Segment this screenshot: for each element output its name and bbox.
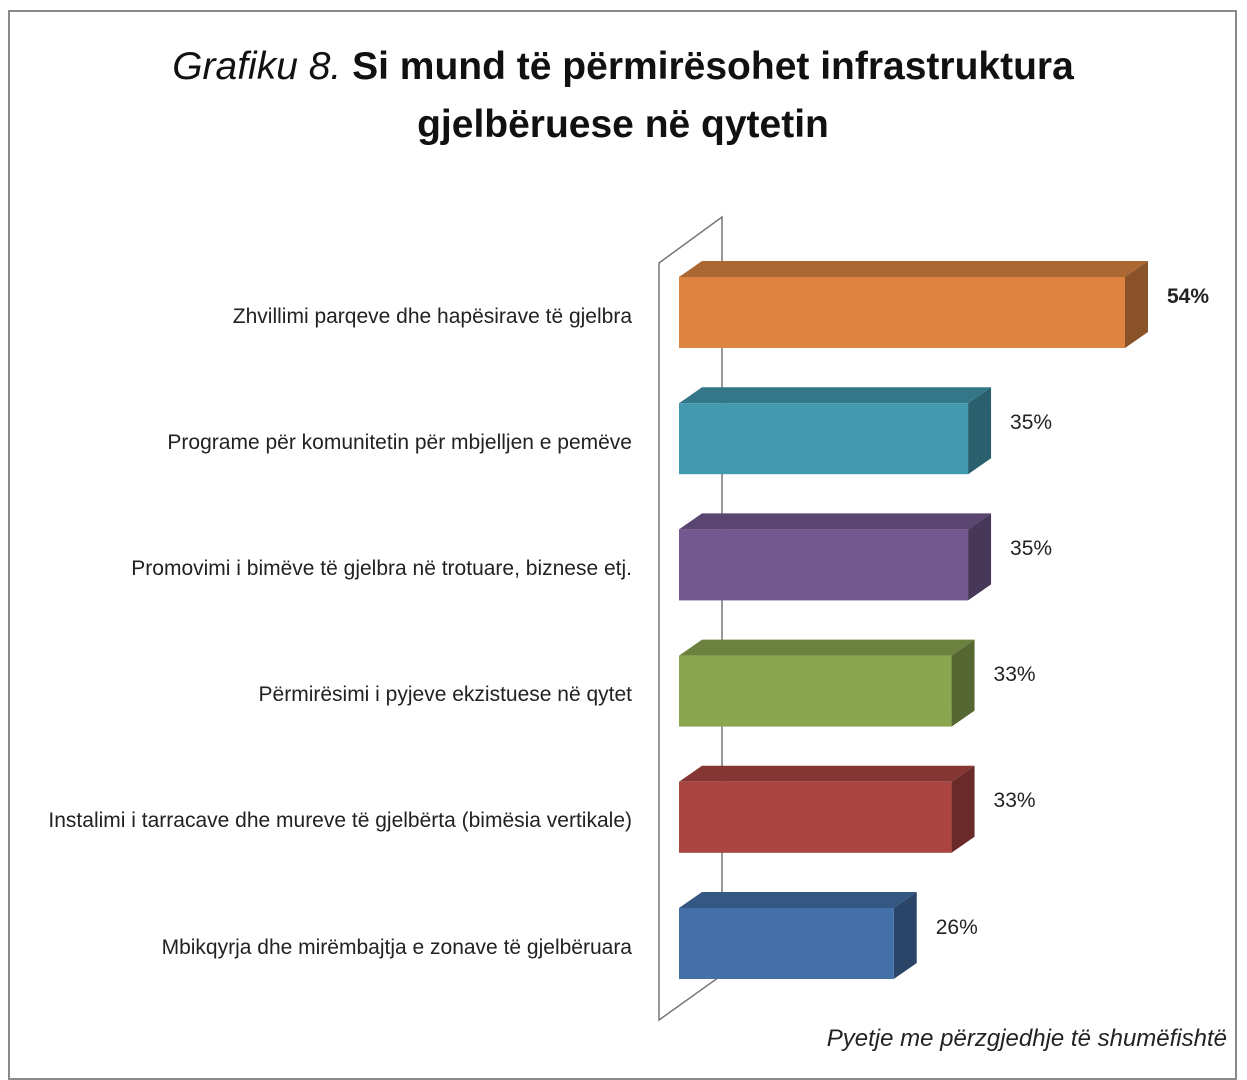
value-label: 33% (993, 789, 1036, 813)
category-label: Promovimi i bimëve të gjelbra në trotuar… (30, 553, 632, 585)
bar (679, 529, 969, 601)
bar (679, 781, 952, 853)
category-label: Mbikqyrja dhe mirëmbajtja e zonave të gj… (30, 932, 632, 964)
bar-side (968, 387, 992, 475)
value-label: 35% (1010, 536, 1053, 560)
bar-top (679, 639, 975, 656)
category-label: Përmirësimi i pyjeve ekzistuese në qytet (30, 679, 632, 711)
value-label: 26% (935, 915, 978, 939)
category-text: Promovimi i bimëve të gjelbra në trotuar… (131, 556, 632, 580)
category-label: Instalimi i tarracave dhe mureve të gjel… (30, 805, 632, 837)
title-prefix: Grafiku 8. (172, 45, 342, 88)
note: Pyetje me përzgjedhje të shumëfishtë (826, 1025, 1227, 1052)
bar-top (679, 765, 975, 782)
bar (679, 403, 969, 475)
bar-top (679, 261, 1148, 277)
bar-side (951, 639, 975, 727)
bar (679, 277, 1125, 348)
category-text: Mbikqyrja dhe mirëmbajtja e zonave të gj… (161, 935, 632, 959)
category-label: Zhvillimi parqeve dhe hapësirave të gjel… (30, 301, 632, 333)
bar-top (679, 513, 992, 530)
bar (679, 655, 952, 727)
bar-top (679, 387, 992, 404)
bar (679, 908, 894, 979)
bar-side (968, 513, 992, 601)
bar-side (1125, 261, 1148, 348)
category-label: Programe për komunitetin për mbjelljen e… (30, 427, 632, 459)
bar-side (951, 765, 975, 853)
value-label: 54% (1166, 284, 1210, 308)
chart-title: Grafiku 8. Si mund të përmirësohet infra… (93, 38, 1153, 154)
category-text: Zhvillimi parqeve dhe hapësirave të gjel… (232, 304, 632, 328)
category-text: Programe për komunitetin për mbjelljen e… (167, 430, 632, 454)
category-text: Përmirësimi i pyjeve ekzistuese në qytet (258, 683, 632, 707)
bar-side (893, 892, 917, 979)
bar-top (679, 892, 917, 908)
value-label: 35% (1010, 410, 1053, 434)
title-main: Si mund të përmirësohet infrastruktura g… (352, 45, 1074, 146)
value-label: 33% (993, 663, 1036, 687)
category-text: Instalimi i tarracave dhe mureve të gjel… (48, 809, 632, 833)
